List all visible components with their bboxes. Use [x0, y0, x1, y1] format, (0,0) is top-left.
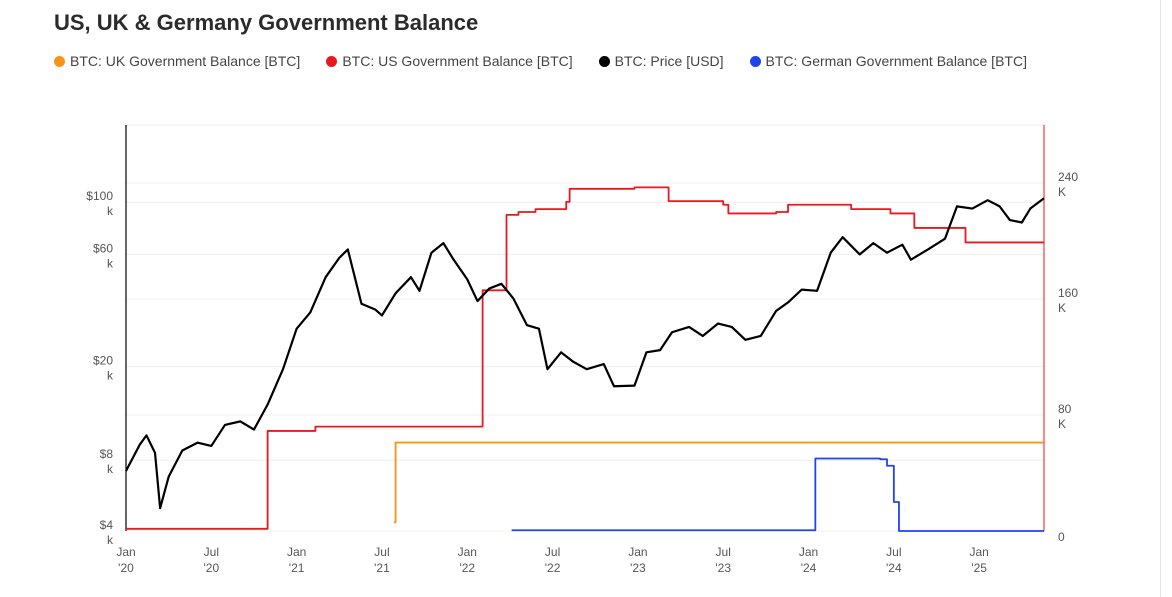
- y-right-tick-label: 80: [1058, 402, 1072, 416]
- x-tick-label: Jul: [886, 545, 901, 559]
- y-left-tick-unit: k: [107, 256, 114, 270]
- legend-dot-icon: [749, 55, 761, 67]
- x-tick-year: '22: [459, 561, 475, 575]
- x-tick-year: '23: [715, 561, 731, 575]
- x-tick-label: Jan: [969, 545, 988, 559]
- y-right-tick-label: 0: [1058, 530, 1065, 544]
- x-tick-label: Jan: [628, 545, 647, 559]
- y-left-tick-unit: k: [107, 533, 114, 547]
- legend-label: BTC: German Government Balance [BTC]: [765, 53, 1027, 69]
- x-tick-year: '22: [545, 561, 561, 575]
- x-tick-label: Jul: [716, 545, 731, 559]
- x-tick-year: '23: [630, 561, 646, 575]
- x-tick-label: Jul: [545, 545, 560, 559]
- series-line-btc-price-usd-: [125, 197, 1045, 510]
- legend-item-price[interactable]: BTC: Price [USD]: [598, 53, 724, 69]
- x-tick-label: Jan: [458, 545, 477, 559]
- y-left-tick-unit: k: [107, 369, 114, 383]
- y-left-tick-label: $100: [86, 189, 113, 203]
- x-tick-label: Jan: [799, 545, 818, 559]
- y-left-tick-unit: k: [107, 462, 114, 476]
- legend-dot-icon: [54, 55, 65, 67]
- x-tick-year: '25: [971, 561, 987, 575]
- legend-item-uk[interactable]: BTC: UK Government Balance [BTC]: [54, 53, 300, 69]
- y-left-tick-label: $60: [93, 241, 113, 255]
- legend-item-germany[interactable]: BTC: German Government Balance [BTC]: [749, 53, 1027, 69]
- y-left-tick-unit: k: [107, 204, 114, 218]
- y-right-tick-label: 160: [1058, 286, 1078, 300]
- series-line-btc-us-government-balance-btc-: [126, 186, 1044, 530]
- series-line-btc-uk-government-balance-btc-: [393, 441, 1044, 524]
- x-tick-year: '21: [289, 561, 305, 575]
- chart-title: US, UK & Germany Government Balance: [54, 10, 479, 35]
- y-right-tick-unit: K: [1058, 301, 1066, 315]
- y-left-tick-label: $20: [93, 354, 113, 368]
- x-tick-year: '24: [801, 561, 817, 575]
- legend-label: BTC: UK Government Balance [BTC]: [70, 53, 301, 69]
- y-right-tick-unit: K: [1058, 417, 1066, 431]
- series-line-btc-german-government-balance-btc-: [511, 457, 1044, 532]
- y-left-tick-label: $4: [100, 518, 114, 532]
- legend-dot-icon: [326, 55, 338, 67]
- x-tick-year: '21: [374, 561, 390, 575]
- legend-dot-icon: [598, 55, 610, 67]
- x-tick-year: '20: [118, 561, 134, 575]
- x-tick-label: Jul: [374, 545, 389, 559]
- x-tick-year: '20: [203, 561, 219, 575]
- x-tick-label: Jan: [116, 545, 135, 559]
- y-right-tick-unit: K: [1058, 185, 1066, 199]
- y-right-tick-label: 240: [1058, 170, 1078, 184]
- legend: BTC: UK Government Balance [BTC] BTC: US…: [54, 53, 1027, 69]
- y-left-tick-label: $8: [100, 447, 114, 461]
- x-tick-year: '24: [886, 561, 902, 575]
- x-tick-label: Jan: [287, 545, 306, 559]
- legend-label: BTC: Price [USD]: [614, 53, 724, 69]
- x-tick-label: Jul: [204, 545, 219, 559]
- legend-label: BTC: US Government Balance [BTC]: [342, 53, 573, 69]
- legend-item-us[interactable]: BTC: US Government Balance [BTC]: [326, 53, 573, 69]
